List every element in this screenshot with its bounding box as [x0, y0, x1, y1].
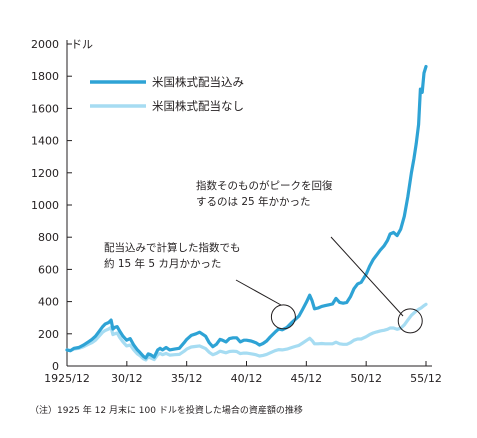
- y-tick-label: 800: [38, 231, 59, 244]
- annotation-text: 指数そのものがピークを回復: [196, 179, 333, 192]
- x-tick-label: 40/12: [231, 372, 263, 385]
- footnote: （注）1925 年 12 月末に 100 ドルを投資した場合の資産額の推移: [30, 404, 303, 416]
- series-line: [65, 64, 428, 360]
- annotation-circle: [397, 308, 423, 334]
- x-tick-label: 50/12: [350, 372, 382, 385]
- y-tick-label: 1600: [31, 102, 59, 115]
- annotation-text: 約 15 年 5 カ月かかった: [104, 257, 221, 270]
- x-tick-label: 35/12: [171, 372, 203, 385]
- y-unit-label: ドル: [71, 38, 93, 51]
- y-tick-label: 1200: [31, 167, 59, 180]
- y-tick-label: 400: [38, 296, 59, 309]
- annotation-text: するのは 25 年かかった: [196, 195, 311, 208]
- annotation-leader-line: [330, 236, 404, 317]
- x-tick-label: 55/12: [410, 372, 442, 385]
- annotation-leader-line: [235, 279, 282, 306]
- y-tick-label: 1800: [31, 70, 59, 83]
- x-tick-label: 1925/12: [44, 372, 90, 385]
- y-tick-label: 200: [38, 328, 59, 341]
- x-tick-label: 30/12: [111, 372, 143, 385]
- y-tick-label: 600: [38, 263, 59, 276]
- series-line: [65, 302, 428, 362]
- legend-label: 米国株式配当なし: [152, 99, 244, 113]
- annotation-circle: [270, 304, 296, 330]
- series-lines: [65, 64, 428, 362]
- x-tick-label: 45/12: [290, 372, 322, 385]
- axes: 0 200 400 600 800 1000 1200 1400 1600 1800 2000 ドル 1…: [31, 38, 442, 385]
- y-tick-label: 2000: [31, 38, 59, 51]
- y-tick-label: 1400: [31, 135, 59, 148]
- annotation-text: 配当込みで計算した指数でも: [104, 241, 241, 254]
- y-tick-label: 0: [52, 360, 59, 373]
- y-tick-label: 1000: [31, 199, 59, 212]
- legend-label: 米国株式配当込み: [152, 75, 244, 89]
